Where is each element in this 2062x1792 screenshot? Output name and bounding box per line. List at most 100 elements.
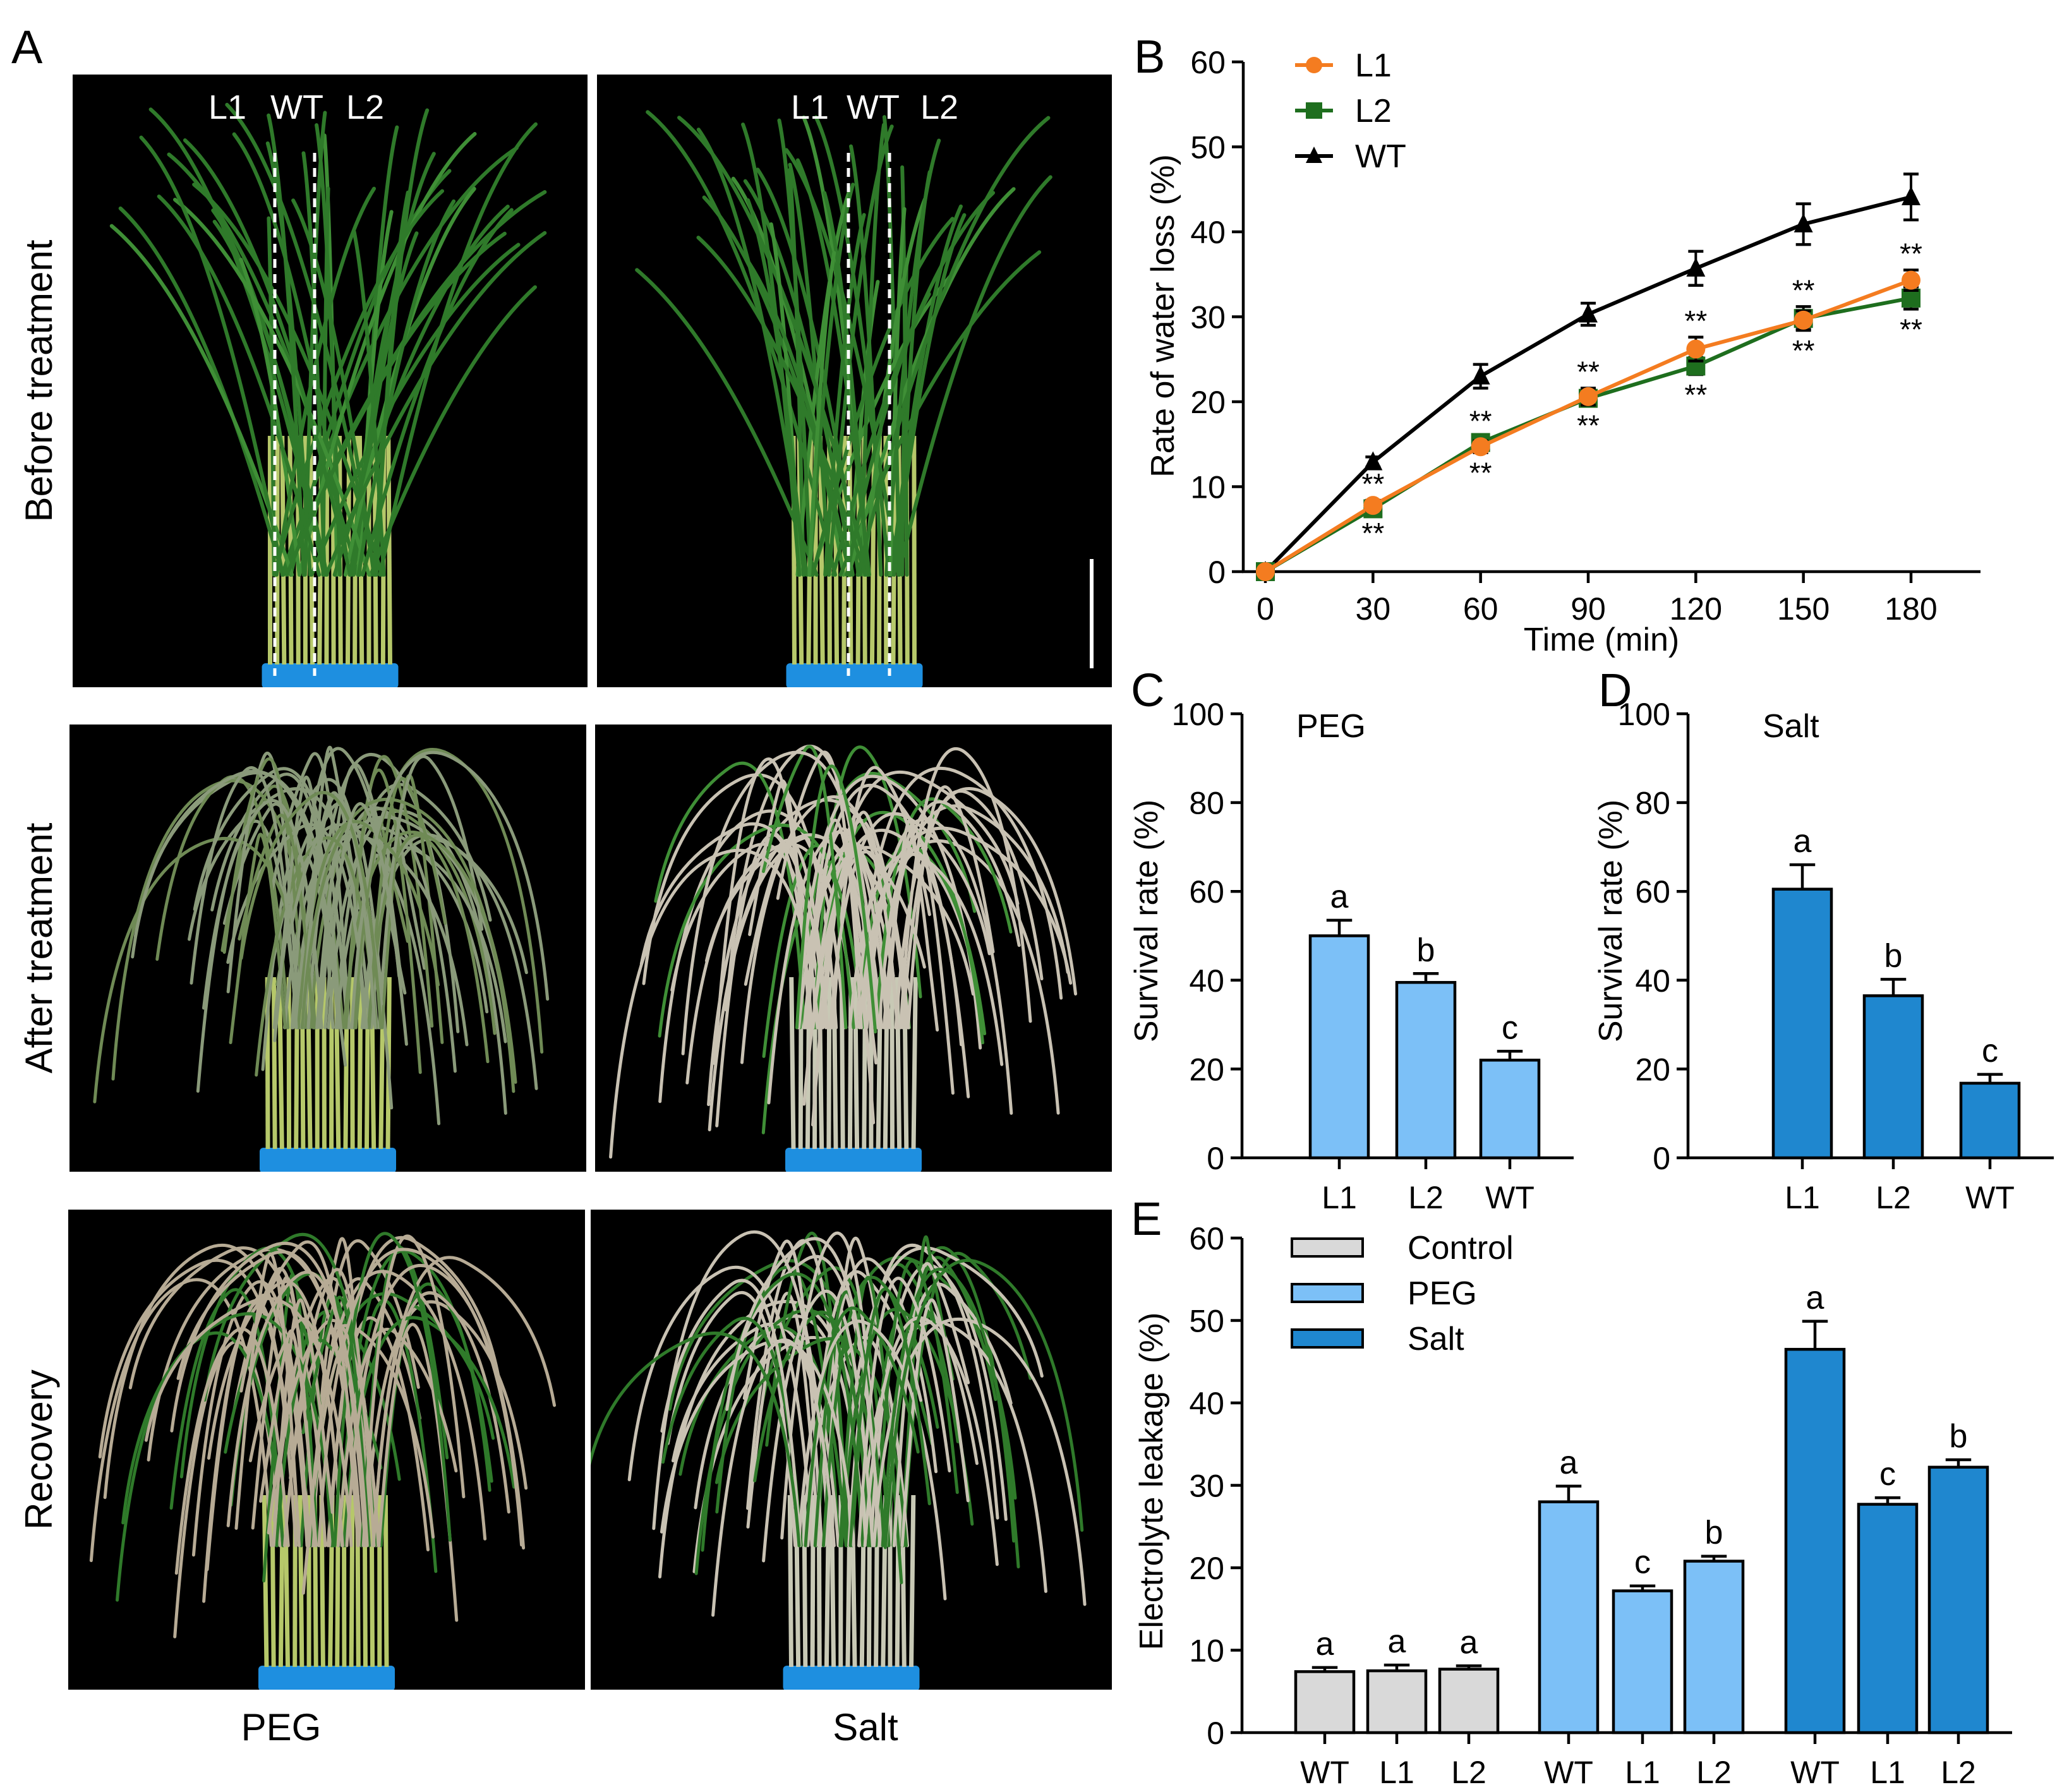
y-tick-label: 0	[1653, 1141, 1670, 1176]
significance-letter: b	[1705, 1515, 1723, 1551]
plant-drawing	[89, 1232, 557, 1690]
significance-above: **	[1469, 404, 1492, 437]
y-tick-label: 20	[1635, 1052, 1670, 1087]
bar	[1862, 994, 1924, 1160]
plant-photos: L1 WT L2 L1 WT L2	[68, 75, 1112, 1690]
significance-letter: c	[1982, 1033, 1998, 1069]
panel-e: E 0 10 20 30 40 50 60 Electrolyte leakage (%) a W…	[1131, 1193, 2012, 1790]
leaf	[371, 1256, 557, 1548]
leaf	[167, 152, 360, 577]
leaf	[899, 747, 1032, 1030]
leaf	[777, 118, 812, 577]
significance-letter: a	[1560, 1445, 1578, 1481]
y-tick-label: 0	[1207, 1716, 1224, 1751]
leaf	[239, 791, 383, 1030]
leaf	[807, 183, 855, 577]
pot	[783, 1666, 920, 1690]
significance-letter: c	[1502, 1009, 1518, 1046]
bar	[1857, 1503, 1919, 1735]
row-label-recovery: Recovery	[18, 1369, 60, 1529]
data-point	[1471, 437, 1490, 457]
plant-photo	[68, 1210, 585, 1690]
leaf	[865, 817, 1013, 1115]
leaf	[103, 1244, 309, 1548]
legend-label: L2	[1355, 93, 1392, 129]
group-PEG: a WT c L1 b L2	[1538, 1445, 1745, 1790]
legend-swatch	[1291, 1283, 1364, 1303]
y-tick-label: 80	[1635, 786, 1670, 821]
x-tick-label: L1	[1322, 1180, 1357, 1215]
panel-c: C 0 20 40 60 80 100 PEG Survival rate (%) a L1 b L2…	[1128, 664, 1574, 1215]
legend-label: Control	[1408, 1230, 1514, 1266]
leaf	[900, 1298, 970, 1548]
y-tick-label: 60	[1635, 874, 1670, 910]
y-axis-label: Rate of water loss (%)	[1145, 154, 1181, 478]
leaf	[762, 1289, 874, 1563]
stem	[298, 1494, 304, 1668]
leaf	[310, 243, 521, 577]
leaf	[234, 1253, 301, 1548]
data-point	[1686, 339, 1706, 359]
stem	[357, 977, 363, 1150]
data-point	[1306, 102, 1322, 119]
pot	[262, 663, 399, 687]
panel-letter-e: E	[1131, 1193, 1162, 1245]
bar	[1771, 887, 1833, 1160]
data-point	[1794, 213, 1813, 232]
leaf	[350, 750, 550, 1030]
stem	[349, 1494, 355, 1668]
leaf	[795, 190, 851, 577]
plant-photo	[69, 725, 586, 1172]
panel-letter-b: B	[1134, 30, 1165, 83]
legend-label: L1	[1355, 47, 1392, 84]
stem	[386, 435, 392, 665]
significance-above: **	[1900, 238, 1922, 270]
leaf	[884, 138, 941, 577]
leaf	[318, 763, 403, 1030]
stem	[335, 1494, 341, 1668]
x-tick-label: 0	[1257, 591, 1274, 627]
significance-letter: b	[1417, 932, 1435, 968]
leaf	[848, 1287, 931, 1548]
significance-below: **	[1469, 457, 1492, 490]
leaf	[609, 848, 820, 1159]
y-tick-label: 50	[1189, 1304, 1224, 1339]
significance-letter: b	[1884, 937, 1903, 974]
data-point	[1306, 57, 1322, 73]
plant-photo	[595, 725, 1112, 1172]
x-tick-label: 60	[1463, 591, 1498, 627]
plant-label: WT	[270, 88, 323, 126]
stem	[912, 435, 917, 665]
water-loss-chart: 0 10 20 30 40 50 60 0 30 60 90 120 150 180 Time (min) R…	[1145, 45, 1981, 658]
y-tick-label: 40	[1190, 215, 1226, 250]
x-tick-label: 90	[1571, 591, 1606, 627]
data-point	[1363, 451, 1383, 471]
y-tick-label: 0	[1207, 1141, 1224, 1176]
leaf	[701, 1272, 865, 1552]
leaf	[300, 797, 516, 1093]
y-tick-label: 60	[1189, 874, 1224, 910]
y-axis-label: Survival rate (%)	[1128, 800, 1165, 1042]
leaf	[753, 1310, 872, 1548]
salt-survival-chart: 0 20 40 60 80 100 Salt Survival rate (%) a L1 b L2 c…	[1593, 697, 2054, 1215]
x-tick-label: L2	[1451, 1755, 1486, 1790]
y-tick-label: 60	[1190, 45, 1226, 80]
bar	[1538, 1500, 1600, 1735]
leaf	[725, 1237, 882, 1548]
bar	[1683, 1560, 1745, 1735]
x-tick-label: L1	[1785, 1180, 1820, 1215]
plant-drawing	[635, 110, 1052, 687]
bar	[1927, 1465, 1989, 1735]
leaf	[798, 772, 977, 1030]
leaf	[323, 802, 408, 1046]
significance-below: **	[1361, 517, 1384, 550]
stem	[810, 1494, 816, 1668]
leaf	[677, 116, 871, 577]
leaf	[318, 806, 457, 1073]
x-tick-label: WT	[1965, 1180, 2015, 1215]
x-tick-label: 180	[1884, 591, 1937, 627]
photo-background	[73, 75, 588, 687]
bar	[1959, 1081, 2021, 1160]
data-point	[1256, 562, 1275, 581]
pot	[785, 1148, 922, 1172]
